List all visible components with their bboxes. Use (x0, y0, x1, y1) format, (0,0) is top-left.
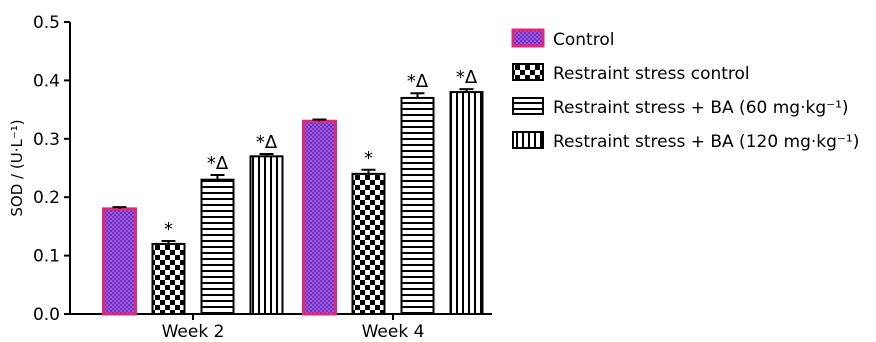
y-tick-label: 0.2 (33, 188, 60, 208)
legend-label: Restraint stress + BA (120 mg·kg⁻¹) (553, 132, 859, 152)
bars: * * *Δ *Δ *Δ *Δ (104, 67, 483, 314)
bar (202, 180, 234, 314)
significance-label: *Δ (256, 132, 278, 153)
bar (251, 156, 283, 314)
y-tick-label: 0.4 (33, 71, 60, 91)
legend-swatch (513, 30, 543, 46)
bar (304, 121, 336, 314)
legend: Control Restraint stress control Restraint… (513, 30, 859, 152)
significance-label: * (164, 219, 173, 240)
bar (451, 92, 483, 314)
bar (153, 244, 185, 314)
y-tick-label: 0.1 (33, 247, 60, 267)
bar (104, 209, 136, 314)
y-tick-label: 0.3 (33, 130, 60, 150)
significance-label: * (364, 148, 373, 169)
significance-label: *Δ (456, 67, 478, 88)
legend-swatch (513, 132, 543, 148)
x-tick-label: Week 2 (162, 322, 225, 342)
y-tick-label: 0.0 (33, 305, 60, 325)
legend-swatch (513, 64, 543, 80)
legend-swatch (513, 98, 543, 114)
legend-label: Control (553, 30, 614, 50)
bar (353, 174, 385, 314)
significance-label: *Δ (407, 71, 429, 92)
x-tick-label: Week 4 (362, 322, 425, 342)
y-tick-label: 0.5 (33, 13, 60, 33)
y-axis-title: SOD / (U·L⁻¹) (8, 119, 26, 216)
legend-label: Restraint stress control (553, 64, 750, 84)
bar (402, 98, 434, 314)
legend-label: Restraint stress + BA (60 mg·kg⁻¹) (553, 98, 849, 118)
significance-label: *Δ (207, 153, 229, 174)
